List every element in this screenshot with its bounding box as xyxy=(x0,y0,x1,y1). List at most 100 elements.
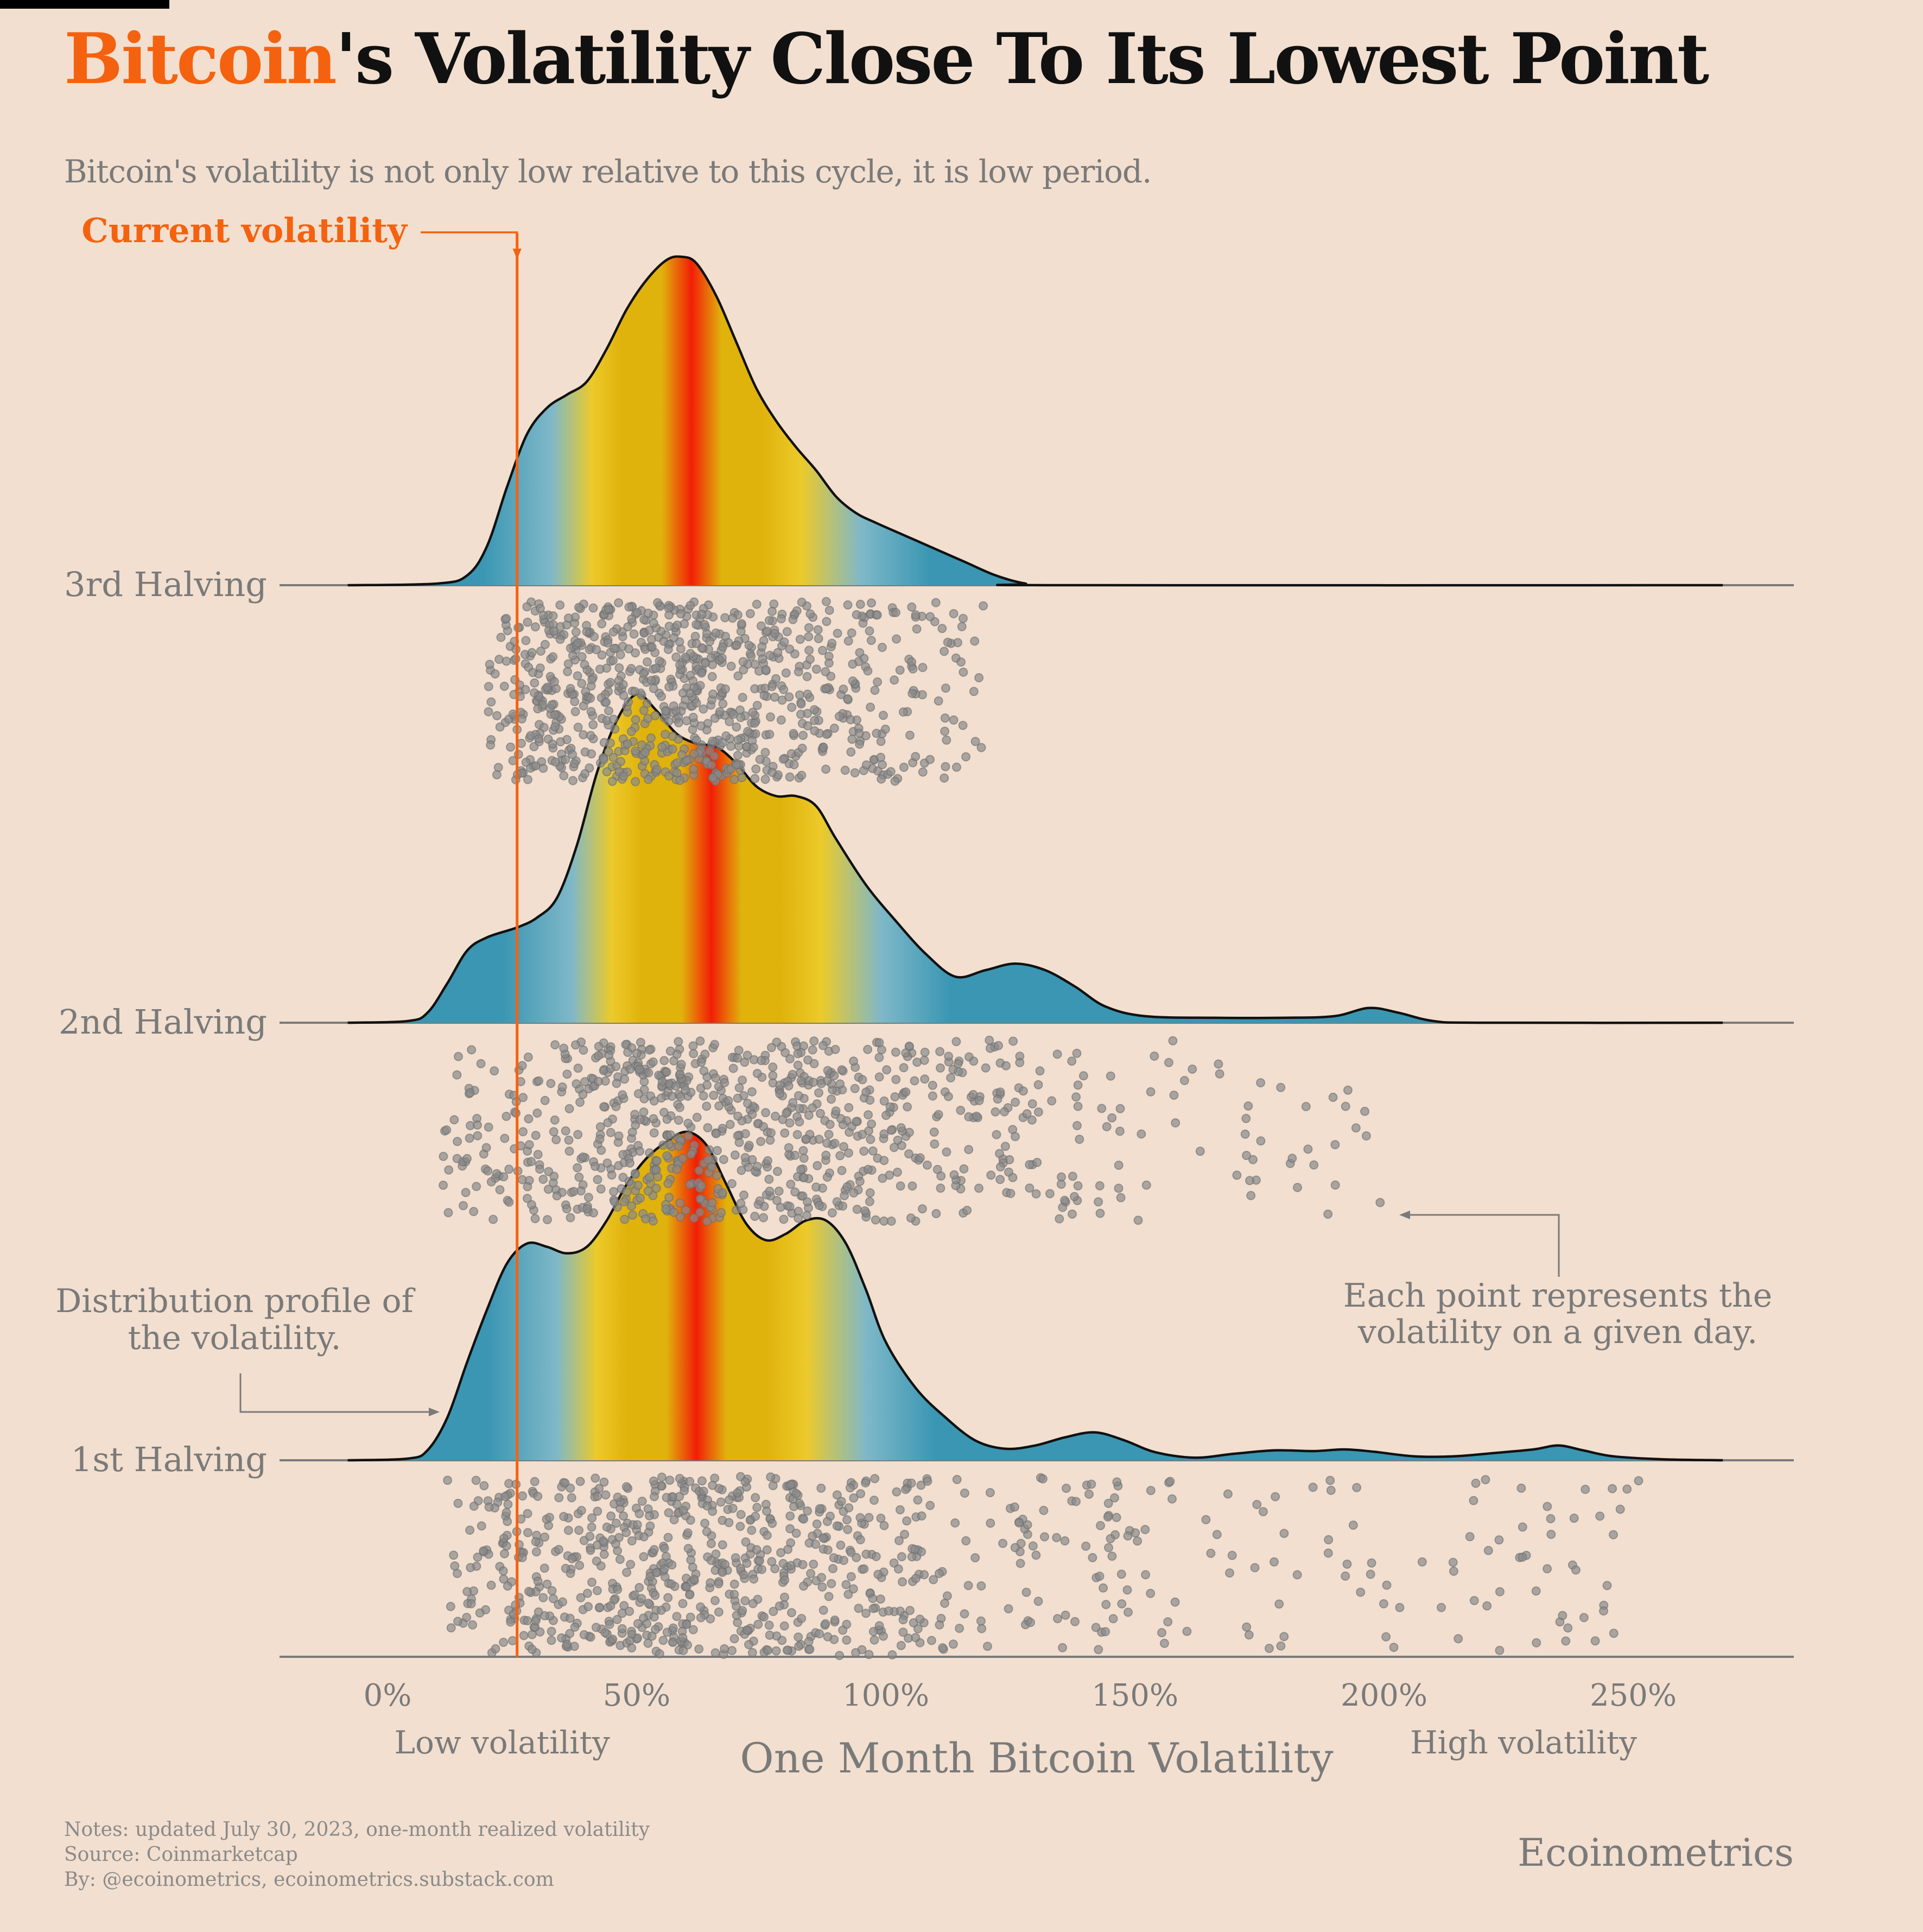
data-point xyxy=(732,1205,741,1215)
data-point xyxy=(700,1049,710,1059)
data-point xyxy=(1258,1507,1268,1517)
data-point xyxy=(450,1561,460,1571)
data-point xyxy=(1124,1607,1133,1617)
data-point xyxy=(550,710,560,720)
current-volatility-arrowhead xyxy=(512,249,522,259)
data-point xyxy=(950,1518,960,1528)
data-point xyxy=(534,734,544,744)
data-point xyxy=(872,610,882,620)
data-point xyxy=(827,1094,836,1104)
data-point xyxy=(1242,1151,1251,1160)
data-point xyxy=(740,1477,750,1487)
data-point xyxy=(674,718,683,727)
data-point xyxy=(589,632,599,642)
data-point xyxy=(895,1505,905,1515)
data-point xyxy=(1244,1630,1254,1640)
data-point xyxy=(920,1047,930,1057)
data-point xyxy=(744,1162,753,1172)
data-point xyxy=(814,1135,824,1144)
data-point xyxy=(920,1074,930,1084)
data-point xyxy=(626,1560,636,1569)
data-point xyxy=(956,657,966,667)
data-point xyxy=(985,1035,994,1045)
data-point xyxy=(935,1047,945,1056)
data-point xyxy=(818,645,827,655)
data-point xyxy=(1389,1643,1399,1652)
data-point xyxy=(671,1081,681,1091)
data-point xyxy=(465,1088,475,1098)
data-point xyxy=(806,1569,816,1579)
point-note-connector xyxy=(1406,1214,1560,1277)
data-point xyxy=(620,1074,630,1084)
data-point xyxy=(738,1606,747,1616)
data-point xyxy=(750,774,760,783)
data-point xyxy=(886,1125,896,1135)
data-point xyxy=(563,659,573,669)
data-point xyxy=(860,1206,870,1216)
data-point xyxy=(518,1093,528,1103)
data-point xyxy=(728,613,738,623)
data-point xyxy=(466,1599,476,1608)
data-point xyxy=(821,667,830,676)
data-point xyxy=(627,1536,637,1545)
data-point xyxy=(898,1615,908,1625)
data-point xyxy=(762,1506,771,1516)
data-point xyxy=(734,1138,744,1147)
data-point xyxy=(890,1092,900,1101)
data-point xyxy=(668,744,677,754)
data-point xyxy=(840,1191,849,1201)
data-point xyxy=(1437,1602,1446,1612)
data-point xyxy=(799,1154,809,1163)
data-point xyxy=(789,1502,798,1511)
data-point xyxy=(503,1581,512,1591)
data-point xyxy=(1159,1638,1169,1648)
data-point xyxy=(568,776,577,786)
data-point xyxy=(492,770,502,780)
data-point xyxy=(582,627,592,637)
data-point xyxy=(1212,1530,1222,1540)
data-point xyxy=(703,1123,713,1132)
data-point xyxy=(580,660,589,669)
data-point xyxy=(855,648,865,657)
data-point xyxy=(1483,1545,1493,1555)
data-point xyxy=(633,1633,643,1643)
data-point xyxy=(523,1616,532,1625)
data-point xyxy=(1469,1596,1479,1605)
data-point xyxy=(502,1507,511,1517)
data-point xyxy=(1563,1623,1573,1633)
data-point xyxy=(1169,1091,1179,1100)
data-point xyxy=(540,1095,550,1105)
data-point xyxy=(633,1089,643,1099)
data-point xyxy=(536,647,545,656)
data-point xyxy=(1256,1136,1266,1146)
data-point xyxy=(592,1586,602,1595)
data-point xyxy=(578,1152,588,1162)
data-point xyxy=(1171,1118,1181,1127)
data-point xyxy=(612,1079,621,1088)
data-point xyxy=(593,1175,602,1184)
data-point xyxy=(614,1131,624,1141)
data-point xyxy=(549,1127,559,1137)
data-point xyxy=(870,1474,880,1484)
data-point xyxy=(940,773,949,783)
data-point xyxy=(790,1187,800,1197)
data-point xyxy=(1095,1181,1105,1190)
data-point xyxy=(574,1525,584,1535)
data-point xyxy=(1287,1154,1297,1163)
data-point xyxy=(707,672,717,681)
data-point xyxy=(662,1627,672,1637)
data-point xyxy=(748,1599,758,1608)
data-point xyxy=(1053,1614,1062,1624)
data-point xyxy=(847,628,856,638)
data-point xyxy=(725,717,734,726)
data-point xyxy=(611,1539,620,1549)
data-point xyxy=(548,739,557,749)
data-point xyxy=(486,1177,496,1187)
data-point xyxy=(493,763,503,772)
data-point xyxy=(991,1107,1000,1117)
data-point xyxy=(732,1611,741,1620)
data-point xyxy=(737,619,746,629)
data-point xyxy=(1395,1602,1405,1612)
data-point xyxy=(811,1182,821,1192)
data-point xyxy=(688,1562,697,1572)
